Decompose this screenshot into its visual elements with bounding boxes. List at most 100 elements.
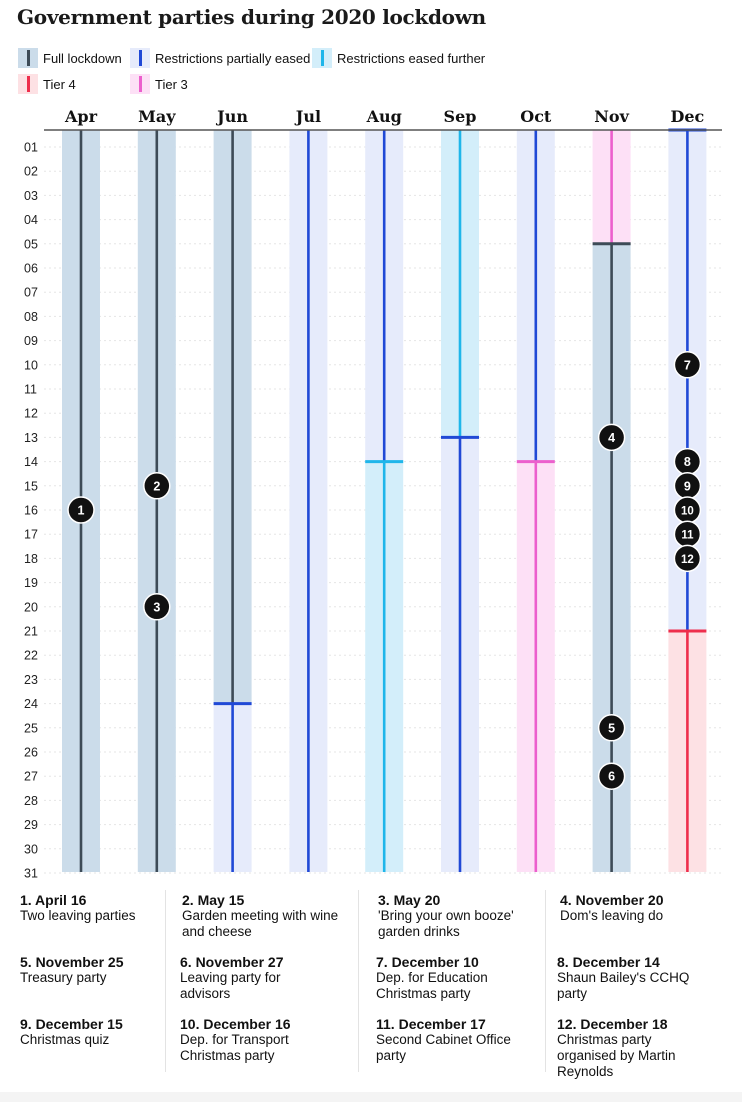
- day-label: 05: [24, 237, 38, 251]
- event-marker-4: 4: [597, 423, 626, 452]
- marker-label: 12: [681, 554, 694, 566]
- day-label: 03: [24, 189, 38, 203]
- note-text: Shaun Bailey's CCHQ: [557, 970, 690, 985]
- marker-label: 2: [153, 479, 160, 493]
- day-label: 19: [24, 576, 38, 590]
- event-marker-2: 2: [143, 472, 171, 500]
- event-note: 10. December 16 Dep. for Transport Christm…: [180, 1016, 350, 1064]
- note-text: Christmas party: [557, 1032, 652, 1047]
- chart-title: Government parties during 2020 lockdown: [17, 5, 486, 29]
- day-label: 16: [24, 504, 38, 518]
- month-label: Aug: [366, 107, 402, 126]
- legend-item-full: Full lockdown: [18, 48, 122, 68]
- notes-separator: [545, 890, 546, 1072]
- legend: Full lockdown Restrictions partially ease…: [18, 48, 738, 100]
- day-label: 23: [24, 673, 38, 687]
- event-marker-5: 5: [597, 714, 626, 742]
- note-heading: 12. December 18: [557, 1016, 668, 1032]
- event-marker-9: 9: [673, 472, 702, 500]
- event-note: 11. December 17 Second Cabinet Office part…: [376, 1016, 546, 1064]
- legend-swatch-tier3: [130, 74, 150, 94]
- month-label: May: [138, 107, 176, 126]
- note-heading: 4. November 20: [560, 892, 664, 908]
- legend-swatch-line: [27, 50, 30, 66]
- legend-swatch-partial: [130, 48, 150, 68]
- legend-item-tier3: Tier 3: [130, 74, 188, 94]
- note-text: Dep. for Transport: [180, 1032, 289, 1047]
- note-text: party: [557, 986, 588, 1001]
- marker-label: 7: [684, 358, 691, 372]
- note-text: Two leaving parties: [20, 908, 136, 923]
- marker-label: 1: [78, 504, 85, 518]
- day-label: 15: [24, 479, 38, 493]
- day-label: 11: [24, 383, 37, 397]
- note-text: Dom's leaving do: [560, 908, 664, 923]
- marker-label: 4: [608, 431, 615, 445]
- marker-circle: [143, 593, 171, 621]
- marker-circle: [673, 351, 702, 379]
- marker-label: 10: [681, 506, 694, 518]
- marker-circle: [673, 544, 702, 573]
- legend-swatch-full: [18, 48, 38, 68]
- note-text: Leaving party for: [180, 970, 281, 985]
- note-text: Garden meeting with wine: [182, 908, 339, 923]
- note-text: and cheese: [182, 924, 252, 939]
- event-marker-7: 7: [673, 351, 702, 379]
- marker-circle: [67, 496, 95, 524]
- note-text: advisors: [180, 986, 231, 1001]
- day-label: 04: [24, 213, 38, 227]
- legend-swatch-further: [312, 48, 332, 68]
- event-marker-11: 11: [673, 520, 702, 548]
- legend-swatch-line: [27, 76, 30, 92]
- note-text: Second Cabinet Office: [376, 1032, 511, 1047]
- day-label: 12: [24, 407, 38, 421]
- month-label: Nov: [594, 107, 629, 126]
- note-text: Christmas quiz: [20, 1032, 110, 1047]
- day-label: 08: [24, 310, 38, 324]
- day-label: 14: [24, 455, 38, 469]
- note-heading: 7. December 10: [376, 954, 479, 970]
- note-text: Reynolds: [557, 1064, 614, 1079]
- note-heading: 10. December 16: [180, 1016, 291, 1032]
- marker-circle: [597, 714, 626, 742]
- day-label: 09: [24, 334, 38, 348]
- timeline-svg: 0102030405060708091011121314151617181920…: [24, 107, 722, 880]
- event-note: 7. December 10 Dep. for Education Christma…: [376, 954, 546, 1002]
- month-label: Sep: [444, 107, 477, 126]
- note-text: Christmas party: [180, 1048, 275, 1063]
- legend-label: Restrictions eased further: [337, 50, 486, 66]
- note-heading: 11. December 17: [376, 1016, 486, 1032]
- marker-label: 3: [153, 600, 160, 614]
- marker-label: 5: [608, 721, 615, 735]
- legend-swatch-line: [139, 50, 142, 66]
- month-label: Jul: [294, 107, 321, 126]
- legend-swatch-line: [321, 50, 324, 66]
- note-text: Dep. for Education: [376, 970, 488, 985]
- month-label: Dec: [671, 107, 705, 126]
- event-note: 5. November 25 Treasury party: [20, 954, 190, 986]
- note-heading: 3. May 20: [378, 892, 441, 908]
- marker-label: 11: [681, 530, 694, 542]
- day-label: 26: [24, 746, 38, 760]
- day-label: 10: [24, 358, 38, 372]
- event-marker-8: 8: [673, 447, 702, 476]
- note-heading: 9. December 15: [20, 1016, 123, 1032]
- event-note: 6. November 27 Leaving party for advisors: [180, 954, 350, 1002]
- day-label: 07: [24, 286, 38, 300]
- note-heading: 2. May 15: [182, 892, 245, 908]
- event-notes: 1. April 16 Two leaving parties 2. May 15 G…: [0, 882, 742, 1102]
- month-label: Apr: [64, 107, 98, 126]
- day-label: 21: [24, 625, 38, 639]
- event-note: 8. December 14 Shaun Bailey's CCHQ party: [557, 954, 727, 1002]
- day-label: 18: [24, 552, 38, 566]
- day-label: 30: [24, 842, 38, 856]
- legend-item-partial: Restrictions partially eased: [130, 48, 310, 68]
- legend-swatch-line: [139, 76, 142, 92]
- marker-circle: [143, 472, 171, 500]
- day-label: 27: [24, 770, 38, 784]
- notes-separator: [358, 890, 359, 1072]
- day-label: 22: [24, 649, 38, 663]
- marker-circle: [597, 423, 626, 452]
- event-marker-3: 3: [143, 593, 171, 621]
- day-label: 13: [24, 431, 38, 445]
